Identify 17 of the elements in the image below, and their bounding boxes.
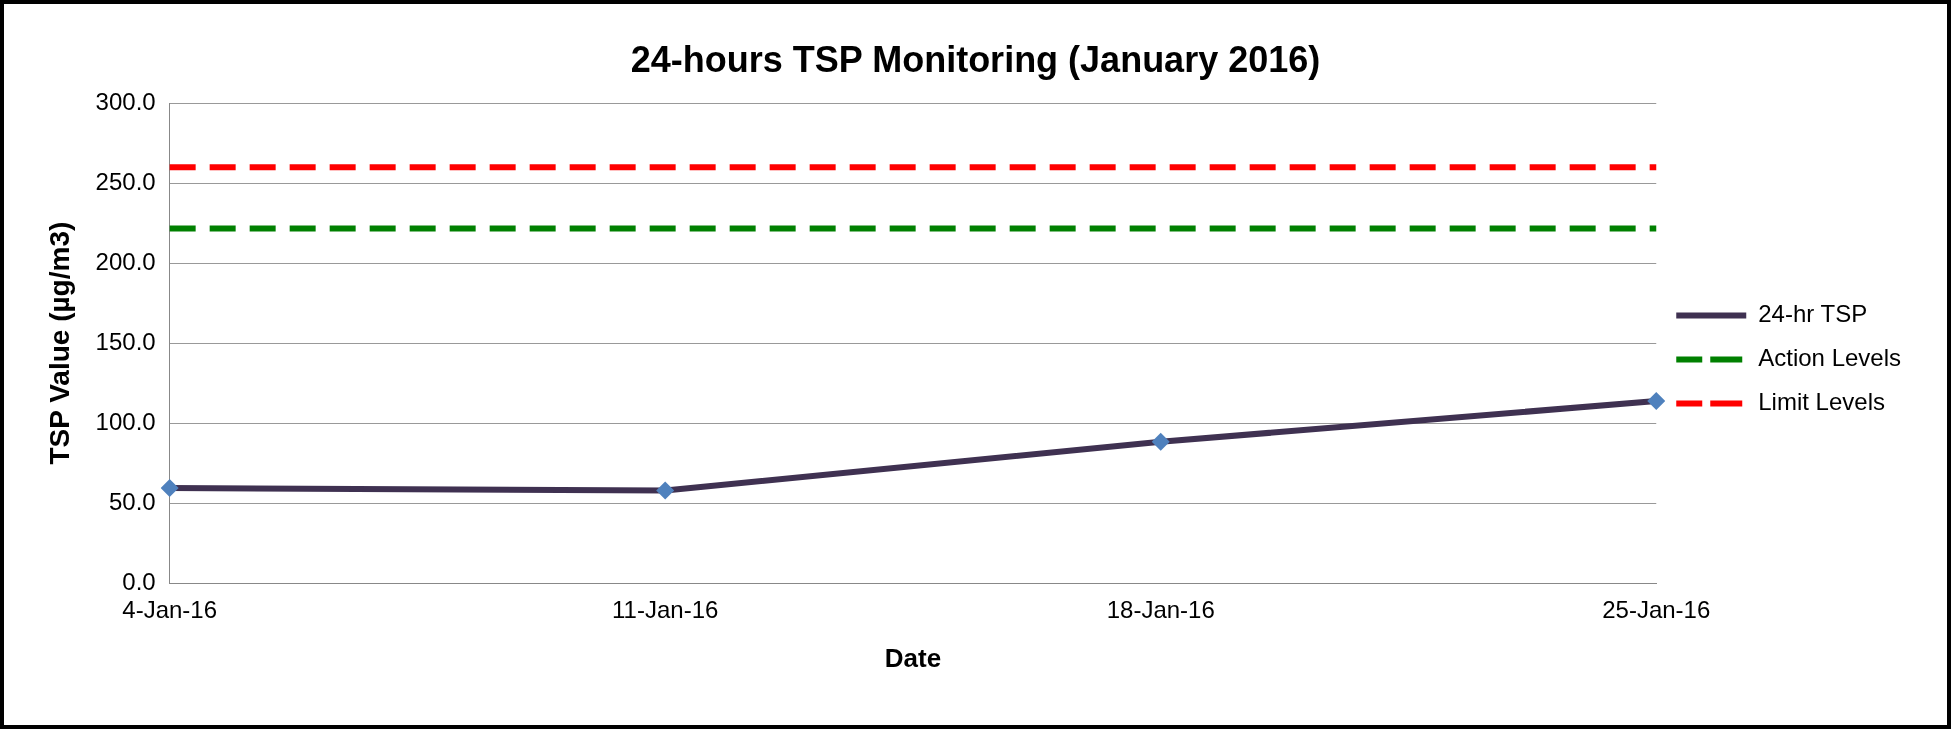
y-tick-label: 50.0 xyxy=(108,487,156,515)
legend-label: Limit Levels xyxy=(1758,388,1885,416)
y-tick-label: 100.0 xyxy=(95,407,156,435)
x-tick-label: 25-Jan-16 xyxy=(1602,596,1711,624)
chart-title: 24-hours TSP Monitoring (January 2016) xyxy=(630,38,1321,80)
legend-label: 24-hr TSP xyxy=(1758,300,1868,328)
y-tick-label: 200.0 xyxy=(95,247,156,275)
y-tick-label: 150.0 xyxy=(95,327,156,355)
legend-label: Action Levels xyxy=(1758,344,1901,372)
x-tick-label: 18-Jan-16 xyxy=(1106,596,1215,624)
x-tick-label: 11-Jan-16 xyxy=(612,596,719,624)
y-tick-label: 250.0 xyxy=(95,167,156,195)
y-tick-label: 0.0 xyxy=(122,567,156,595)
x-axis-title: Date xyxy=(884,642,942,673)
x-tick-label: 4-Jan-16 xyxy=(122,596,218,624)
y-tick-label: 300.0 xyxy=(95,87,156,115)
y-axis-title: TSP Value (µg/m3) xyxy=(43,221,75,465)
